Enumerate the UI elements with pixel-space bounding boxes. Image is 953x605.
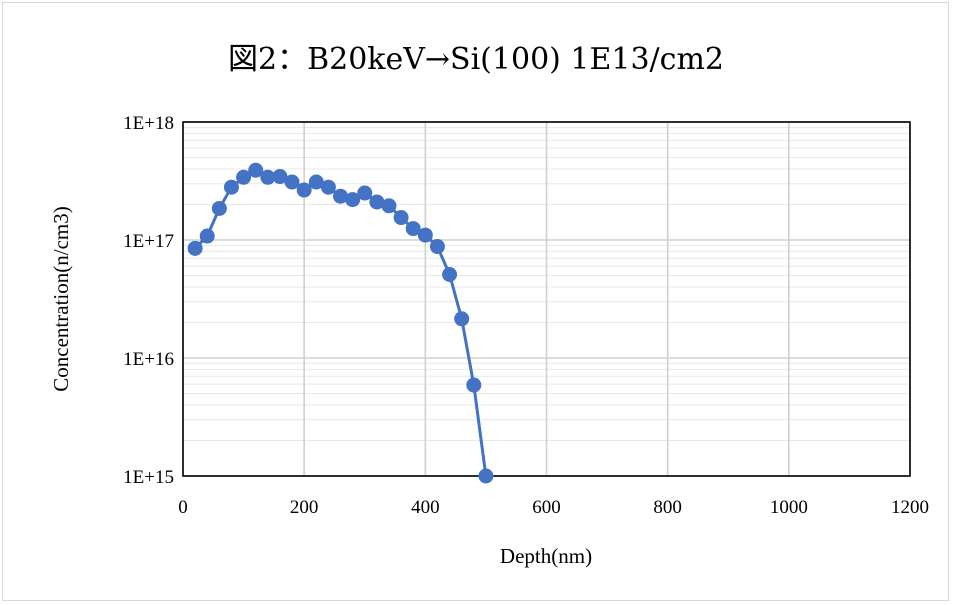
x-axis-title: Depth(nm) bbox=[500, 544, 592, 568]
data-point bbox=[417, 227, 433, 243]
x-axis-ticks: 0 200 400 600 800 1000 1200 bbox=[178, 497, 929, 518]
data-point bbox=[223, 179, 239, 195]
data-point bbox=[478, 468, 494, 484]
data-point bbox=[381, 198, 397, 214]
data-point bbox=[369, 194, 385, 210]
data-point bbox=[333, 188, 349, 204]
y-tick-label: 1E+15 bbox=[123, 467, 174, 488]
x-tick-label: 1200 bbox=[891, 497, 929, 518]
data-point bbox=[296, 182, 312, 198]
series-line bbox=[194, 168, 488, 477]
x-tick-label: 800 bbox=[653, 497, 682, 518]
data-point bbox=[405, 221, 421, 237]
chart-title: 図2：B20keV→Si(100) 1E13/cm2 bbox=[228, 42, 724, 77]
x-tick-label: 0 bbox=[178, 497, 188, 518]
y-tick-label: 1E+18 bbox=[123, 113, 174, 134]
data-point bbox=[308, 174, 324, 190]
data-point bbox=[187, 240, 203, 256]
series-points bbox=[187, 162, 494, 484]
data-point bbox=[272, 169, 288, 185]
data-point bbox=[211, 200, 227, 216]
data-point bbox=[284, 174, 300, 190]
data-point bbox=[320, 179, 336, 195]
data-point bbox=[236, 169, 252, 185]
y-tick-label: 1E+16 bbox=[123, 349, 174, 370]
data-point bbox=[248, 162, 264, 178]
y-axis-ticks: 1E+15 1E+16 1E+17 1E+18 bbox=[123, 113, 174, 488]
x-tick-label: 400 bbox=[411, 497, 440, 518]
data-point bbox=[466, 377, 482, 393]
data-point bbox=[199, 228, 215, 244]
plot-area bbox=[182, 121, 911, 477]
data-point bbox=[393, 210, 409, 226]
y-axis-title: Concentration(n/cm3) bbox=[49, 206, 73, 391]
x-tick-label: 600 bbox=[532, 497, 561, 518]
y-tick-label: 1E+17 bbox=[123, 231, 174, 252]
x-tick-label: 1000 bbox=[770, 497, 808, 518]
data-point bbox=[454, 311, 470, 327]
data-point bbox=[357, 185, 373, 201]
data-point bbox=[429, 239, 445, 255]
data-point bbox=[260, 169, 276, 185]
data-point bbox=[442, 267, 458, 283]
data-point bbox=[345, 192, 361, 208]
x-tick-label: 200 bbox=[290, 497, 319, 518]
